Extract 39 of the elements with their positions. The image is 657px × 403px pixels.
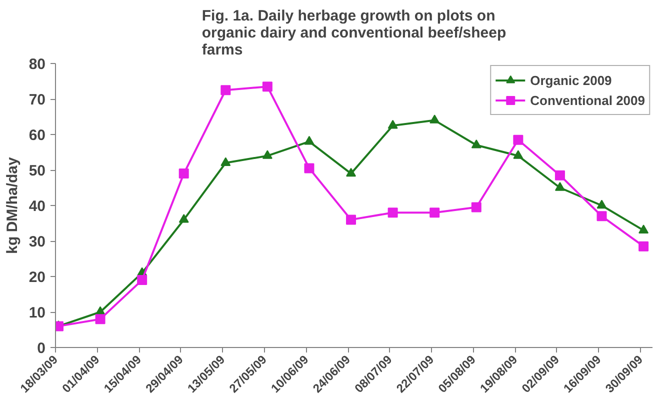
point xyxy=(554,182,565,191)
y-tick-label: 80 xyxy=(28,56,46,73)
point xyxy=(513,150,524,159)
point xyxy=(388,120,398,129)
point xyxy=(430,114,440,124)
point xyxy=(178,214,189,223)
y-tick-label: 70 xyxy=(28,92,46,108)
point xyxy=(304,136,314,145)
point xyxy=(220,157,231,166)
point xyxy=(137,275,148,286)
point xyxy=(346,168,356,177)
point xyxy=(513,134,524,145)
point xyxy=(638,224,649,234)
point xyxy=(388,208,398,218)
y-axis-title: kg DM/ha/day xyxy=(4,156,21,254)
point xyxy=(596,200,607,209)
legend-label: Organic 2009 xyxy=(530,72,612,88)
point xyxy=(638,241,649,252)
point xyxy=(304,163,314,174)
point xyxy=(346,214,356,225)
point xyxy=(430,208,440,218)
point xyxy=(262,82,272,92)
point xyxy=(554,170,565,180)
legend-label: Conventional 2009 xyxy=(530,92,645,108)
chart-title: Fig. 1a. Daily herbage growth on plots on organic dairy and conventional beef/sheep farms xyxy=(202,8,506,58)
point xyxy=(178,168,189,179)
y-tick-label: 10 xyxy=(28,304,46,322)
point xyxy=(596,211,607,222)
point xyxy=(471,139,482,148)
y-tick-label: 60 xyxy=(28,127,46,144)
point xyxy=(471,202,482,212)
point xyxy=(95,314,106,324)
y-tick-label: 30 xyxy=(28,234,46,250)
point xyxy=(220,85,231,96)
point xyxy=(262,150,272,159)
y-tick-label: 0 xyxy=(37,340,46,357)
y-tick-label: 40 xyxy=(28,198,46,215)
y-tick-label: 50 xyxy=(28,162,46,180)
y-tick-label: 20 xyxy=(28,269,46,286)
